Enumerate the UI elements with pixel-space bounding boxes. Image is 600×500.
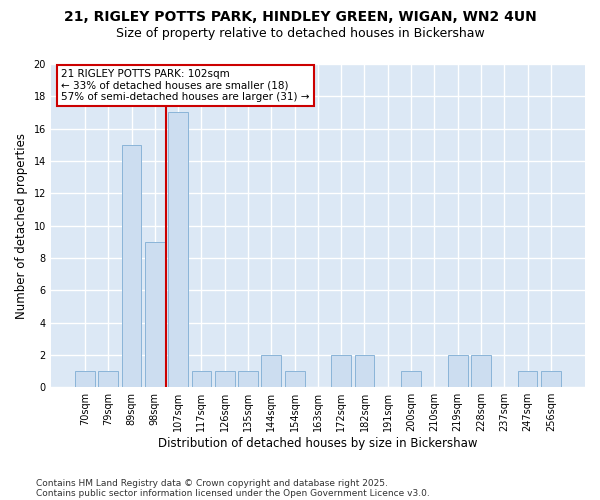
Bar xyxy=(331,355,351,387)
Bar xyxy=(285,371,305,387)
Text: 21 RIGLEY POTTS PARK: 102sqm
← 33% of detached houses are smaller (18)
57% of se: 21 RIGLEY POTTS PARK: 102sqm ← 33% of de… xyxy=(61,69,310,102)
Bar xyxy=(518,371,538,387)
Bar xyxy=(448,355,467,387)
Bar xyxy=(238,371,258,387)
Bar xyxy=(75,371,95,387)
Bar xyxy=(355,355,374,387)
Bar xyxy=(98,371,118,387)
Bar xyxy=(471,355,491,387)
Bar xyxy=(262,355,281,387)
Text: Contains public sector information licensed under the Open Government Licence v3: Contains public sector information licen… xyxy=(36,488,430,498)
Bar xyxy=(145,242,165,387)
X-axis label: Distribution of detached houses by size in Bickershaw: Distribution of detached houses by size … xyxy=(158,437,478,450)
Bar xyxy=(191,371,211,387)
Text: 21, RIGLEY POTTS PARK, HINDLEY GREEN, WIGAN, WN2 4UN: 21, RIGLEY POTTS PARK, HINDLEY GREEN, WI… xyxy=(64,10,536,24)
Bar xyxy=(168,112,188,387)
Text: Contains HM Land Registry data © Crown copyright and database right 2025.: Contains HM Land Registry data © Crown c… xyxy=(36,478,388,488)
Bar xyxy=(122,145,142,387)
Bar xyxy=(401,371,421,387)
Text: Size of property relative to detached houses in Bickershaw: Size of property relative to detached ho… xyxy=(116,28,484,40)
Y-axis label: Number of detached properties: Number of detached properties xyxy=(15,132,28,318)
Bar xyxy=(541,371,561,387)
Bar xyxy=(215,371,235,387)
